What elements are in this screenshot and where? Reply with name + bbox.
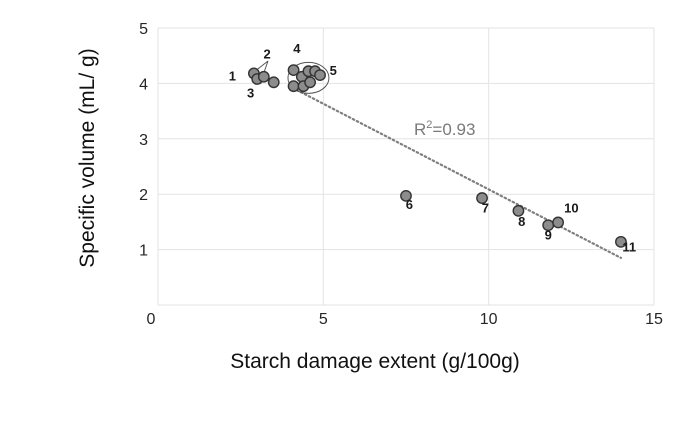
y-tick-label: 4 [139,76,148,93]
data-point [287,80,300,93]
point-label: 6 [406,197,413,212]
x-tick-label: 10 [480,311,498,328]
point-label: 4 [293,41,301,56]
y-tick-label: 1 [139,243,148,260]
trendline-layer [295,88,623,260]
x-axis-title: Starch damage extent (g/100g) [230,350,520,373]
data-point [400,189,412,202]
data-point [287,64,300,77]
data-point [267,76,280,89]
point-label: 11 [622,239,636,254]
point-label: 3 [247,85,254,100]
trendline [295,88,623,260]
data-point [257,70,270,83]
y-tick-label: 3 [139,132,148,149]
data-point [552,216,565,229]
data-point [476,192,488,204]
data-point [304,76,317,89]
point-labels: 1 2 3 4 5 6 7 8 9 10 11 [229,41,636,254]
data-point [615,235,627,248]
x-tick-label: 5 [319,311,328,328]
data-point [512,204,525,217]
y-tick-label: 5 [139,21,148,38]
point-label: 2 [264,46,271,61]
r-squared-label: R2=0.93 [414,119,475,139]
y-axis-title: Specific volume (mL/ g) [76,48,99,267]
cluster-ellipse [287,61,330,94]
x-tick-label: 0 [147,311,156,328]
point-label: 5 [330,63,337,78]
point-label: 10 [564,200,578,215]
data-point [314,69,326,81]
x-tick-label: 15 [645,311,663,328]
point-label: 7 [482,200,489,215]
y-tick-label: 2 [139,187,148,204]
point-label: 1 [229,69,236,84]
point-label: 8 [518,214,525,229]
point-label: 9 [545,228,552,243]
data-points [247,64,627,248]
annotations: R2=0.93 [248,60,475,139]
